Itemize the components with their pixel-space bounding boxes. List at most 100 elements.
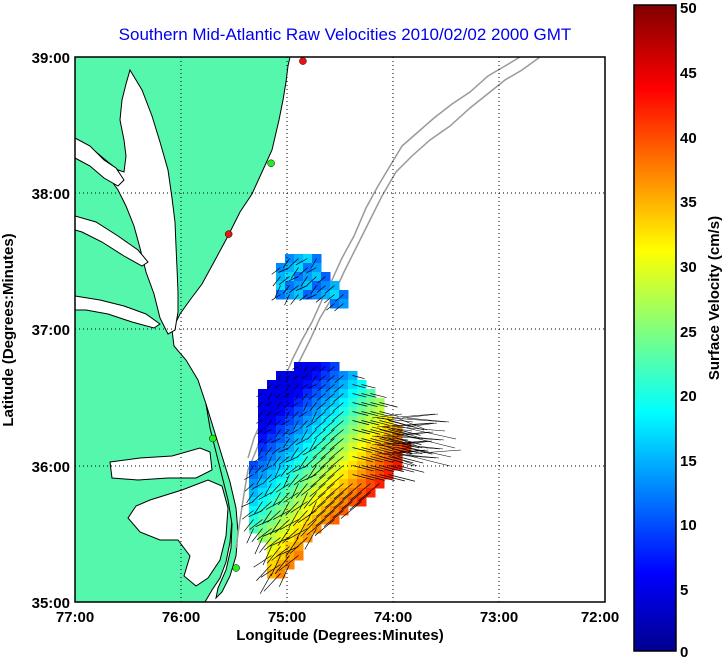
velocity-arrow [295,393,299,401]
x-tick-label: 77:00 [56,609,94,626]
velocity-arrow [283,438,290,448]
albemarle-sound [109,447,213,481]
velocity-arrow [256,564,272,582]
velocity-arrow [264,429,272,434]
velocity-arrow [296,519,308,539]
velocity-cell [348,479,358,489]
velocity-arrow [318,474,335,488]
velocity-arrow [379,411,399,417]
velocity-cell [267,560,277,570]
velocity-cell [339,398,349,408]
velocity-arrow [328,447,344,460]
velocity-arrow [255,519,272,527]
y-tick-label: 36:00 [32,459,70,476]
velocity-arrow [381,431,431,437]
velocity-cell [276,434,286,444]
velocity-arrow [324,285,335,294]
velocity-arrow [296,447,308,458]
velocity-arrow [266,411,272,417]
velocity-arrow [274,420,281,427]
velocity-cell [276,290,286,300]
velocity-cell [321,281,331,291]
colorbar-tick-label: 35 [680,194,697,211]
velocity-cell [321,371,331,381]
velocity-arrow [322,420,335,431]
velocity-arrow [286,465,299,476]
velocity-arrow [391,417,447,423]
velocity-cell [312,506,322,516]
velocity-arrow [274,285,281,298]
velocity-cell [258,389,268,399]
velocity-arrow [330,420,344,431]
velocity-arrow [287,528,308,540]
velocity-arrow [325,384,335,392]
velocity-arrow [295,438,308,446]
velocity-arrow [269,537,290,547]
velocity-arrow [256,393,263,398]
velocity-arrow [289,537,308,554]
velocity-arrow [290,267,299,279]
velocity-cell [294,434,304,444]
velocity-arrow [406,444,444,450]
colorbar-tick-label: 20 [680,388,697,405]
radar-stations [209,57,307,572]
rappahannock-river [75,215,149,267]
velocity-arrow [301,375,308,379]
velocity-arrow [376,449,426,455]
velocity-arrow [325,492,344,508]
velocity-cell [294,461,304,471]
velocity-cell [285,281,295,291]
velocity-arrow [401,426,457,440]
velocity-arrow [352,465,374,472]
velocity-arrow [274,411,281,416]
velocity-arrow [256,474,263,485]
velocity-arrow [256,420,263,424]
velocity-cell [366,479,376,489]
velocity-cell [312,515,322,525]
velocity-arrow [297,510,317,523]
velocity-arrow [333,393,344,403]
velocity-arrow [289,258,299,268]
velocity-cell [276,452,286,462]
velocity-arrow [325,393,335,402]
velocity-cell [285,488,295,498]
velocity-arrow [257,402,263,408]
velocity-arrow [326,375,335,383]
velocity-cell [276,569,286,579]
velocity-arrow [264,537,281,551]
velocity-arrow [310,474,326,488]
velocity-cell [321,515,331,525]
velocity-arrow [293,420,299,430]
velocity-arrow [282,528,299,544]
velocity-arrow [272,492,281,507]
velocity-cell [258,515,268,525]
velocity-cell [294,407,304,417]
velocity-arrow [352,393,367,398]
velocity-arrow [265,447,272,456]
velocity-arrow [370,393,387,398]
velocity-arrow [311,411,317,423]
chart-title: Southern Mid-Atlantic Raw Velocities 201… [119,25,572,44]
velocity-cell [312,416,322,426]
velocity-arrow [280,519,299,530]
velocity-cell [294,398,304,408]
velocity-arrow [324,501,344,518]
velocity-arrow [264,438,272,445]
velocity-arrow [370,447,393,454]
velocity-cell [312,362,322,372]
velocity-arrow [397,465,425,473]
velocity-arrow [303,402,308,412]
velocity-cell [330,281,340,291]
velocity-cell [330,389,340,399]
velocity-cell [357,479,367,489]
velocity-arrow [262,528,281,537]
velocity-arrow [301,393,308,401]
velocity-arrow [282,285,290,295]
velocity-arrow [290,294,299,305]
velocity-arrow [289,285,299,293]
velocity-cell [303,506,313,516]
velocity-cell [303,497,313,507]
velocity-arrow [315,294,326,303]
velocity-arrow [406,417,450,423]
velocity-cell [285,533,295,543]
